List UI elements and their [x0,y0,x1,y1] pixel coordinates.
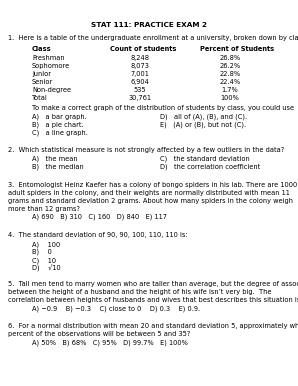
Text: 22.4%: 22.4% [219,79,240,85]
Text: Count of students: Count of students [110,46,176,52]
Text: A)    100: A) 100 [32,241,60,247]
Text: 6,904: 6,904 [131,79,149,85]
Text: A)   a bar graph.: A) a bar graph. [32,113,87,120]
Text: 3.  Entomologist Heinz Kaefer has a colony of bongo spiders in his lab. There ar: 3. Entomologist Heinz Kaefer has a colon… [8,182,297,188]
Text: Junior: Junior [32,71,51,77]
Text: Sophomore: Sophomore [32,63,70,69]
Text: A) 690   B) 310   C) 160   D) 840   E) 117: A) 690 B) 310 C) 160 D) 840 E) 117 [32,214,167,220]
Text: 2.  Which statistical measure is not strongly affected by a few outliers in the : 2. Which statistical measure is not stro… [8,147,284,153]
Text: 7,001: 7,001 [131,71,149,77]
Text: To make a correct graph of the distribution of students by class, you could use: To make a correct graph of the distribut… [32,105,294,111]
Text: 1.  Here is a table of the undergraduate enrollment at a university, broken down: 1. Here is a table of the undergraduate … [8,35,298,41]
Text: 22.8%: 22.8% [219,71,240,77]
Text: between the height of a husband and the height of his wife isn’t very big.  The: between the height of a husband and the … [8,289,271,295]
Text: more than 12 grams?: more than 12 grams? [8,206,80,212]
Text: STAT 111: PRACTICE EXAM 2: STAT 111: PRACTICE EXAM 2 [91,22,207,28]
Text: Total: Total [32,95,48,101]
Text: Non-degree: Non-degree [32,87,71,93]
Text: D)   all of (A), (B), and (C).: D) all of (A), (B), and (C). [160,113,247,120]
Text: C)    10: C) 10 [32,257,56,264]
Text: A) 50%   B) 68%   C) 95%   D) 99.7%   E) 100%: A) 50% B) 68% C) 95% D) 99.7% E) 100% [32,339,188,345]
Text: B)   a pie chart.: B) a pie chart. [32,121,84,127]
Text: 5.  Tall men tend to marry women who are taller than average, but the degree of : 5. Tall men tend to marry women who are … [8,281,298,287]
Text: Freshman: Freshman [32,55,65,61]
Text: 8,248: 8,248 [131,55,150,61]
Text: percent of the observations will be between 5 and 35?: percent of the observations will be betw… [8,331,190,337]
Text: 26.2%: 26.2% [219,63,240,69]
Text: 30,761: 30,761 [128,95,151,101]
Text: 1.7%: 1.7% [222,87,238,93]
Text: Senior: Senior [32,79,53,85]
Text: C)   the standard deviation: C) the standard deviation [160,156,250,163]
Text: D)   the correlation coefficient: D) the correlation coefficient [160,164,260,171]
Text: B)    0: B) 0 [32,249,52,256]
Text: adult spiders in the colony, and their weights are normally distributed with mea: adult spiders in the colony, and their w… [8,190,290,196]
Text: 4.  The standard deviation of 90, 90, 100, 110, 110 is:: 4. The standard deviation of 90, 90, 100… [8,232,188,238]
Text: A)   the mean: A) the mean [32,156,77,163]
Text: C)   a line graph.: C) a line graph. [32,129,88,135]
Text: A) −0.9    B) −0.3    C) close to 0    D) 0.3    E) 0.9.: A) −0.9 B) −0.3 C) close to 0 D) 0.3 E) … [32,305,200,312]
Text: 100%: 100% [221,95,239,101]
Text: D)    √10: D) √10 [32,265,61,272]
Text: E)   (A) or (B), but not (C).: E) (A) or (B), but not (C). [160,121,246,127]
Text: 6.  For a normal distribution with mean 20 and standard deviation 5, approximate: 6. For a normal distribution with mean 2… [8,323,298,329]
Text: Class: Class [32,46,52,52]
Text: 8,073: 8,073 [131,63,149,69]
Text: B)   the median: B) the median [32,164,84,171]
Text: correlation between heights of husbands and wives that best describes this situa: correlation between heights of husbands … [8,297,298,303]
Text: grams and standard deviation 2 grams. About how many spiders in the colony weigh: grams and standard deviation 2 grams. Ab… [8,198,293,204]
Text: Percent of Students: Percent of Students [200,46,274,52]
Text: 26.8%: 26.8% [219,55,240,61]
Text: 535: 535 [134,87,146,93]
